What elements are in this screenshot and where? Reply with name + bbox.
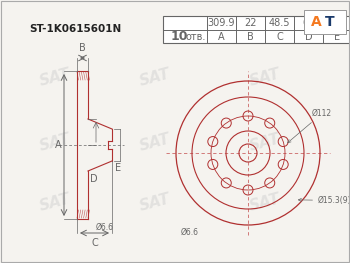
Text: SAT: SAT: [138, 132, 172, 154]
Text: 10: 10: [171, 30, 188, 43]
Text: SAT: SAT: [138, 192, 172, 214]
Text: 22: 22: [244, 18, 257, 28]
Text: A: A: [218, 32, 225, 42]
Text: C: C: [91, 238, 98, 248]
Text: отв.: отв.: [186, 32, 206, 42]
Text: A: A: [55, 140, 61, 150]
Text: A: A: [311, 15, 321, 29]
Text: Ø112: Ø112: [288, 109, 332, 143]
Text: C: C: [276, 32, 283, 42]
Text: Ø15.3(9): Ø15.3(9): [298, 196, 350, 205]
Text: 309.9: 309.9: [208, 18, 235, 28]
Text: SAT: SAT: [248, 192, 282, 214]
Text: D: D: [90, 174, 98, 184]
Text: SAT: SAT: [248, 67, 282, 89]
Text: B: B: [247, 32, 254, 42]
Text: B: B: [79, 43, 86, 53]
FancyBboxPatch shape: [163, 16, 350, 43]
Text: T: T: [325, 15, 335, 29]
Text: 48.5: 48.5: [269, 18, 290, 28]
Text: 150: 150: [328, 18, 347, 28]
Text: E: E: [335, 32, 341, 42]
FancyBboxPatch shape: [304, 10, 346, 34]
Text: Ø6.6: Ø6.6: [96, 223, 114, 232]
Text: E: E: [115, 163, 121, 173]
Text: SAT: SAT: [38, 192, 72, 214]
Text: D: D: [305, 32, 312, 42]
Text: SAT: SAT: [248, 132, 282, 154]
Text: ST-1K0615601N: ST-1K0615601N: [29, 24, 121, 34]
Text: 65: 65: [302, 18, 315, 28]
Text: Ø6.6: Ø6.6: [181, 228, 199, 237]
Text: SAT: SAT: [138, 67, 172, 89]
Text: SAT: SAT: [38, 132, 72, 154]
Text: SAT: SAT: [38, 67, 72, 89]
